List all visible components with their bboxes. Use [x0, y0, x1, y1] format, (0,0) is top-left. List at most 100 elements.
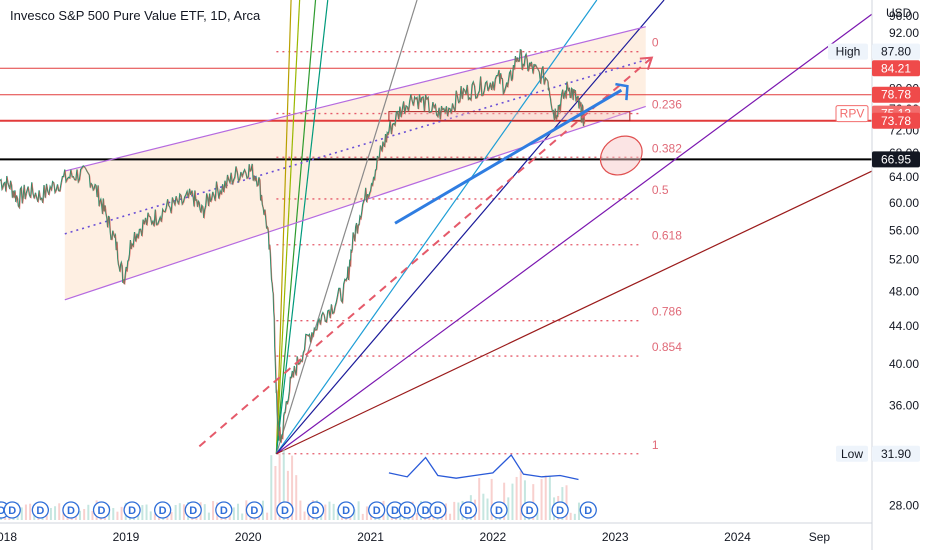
volume-bar-139: [577, 502, 580, 520]
y-tick-label-2: 36.00: [889, 399, 919, 413]
x-tick-label-0: 2018: [0, 530, 17, 544]
volume-bar-11: [45, 512, 48, 520]
price-label-box-2: [872, 86, 920, 103]
chart-title: Invesco S&P 500 Pure Value ETF, 1D, Arca: [8, 8, 263, 23]
volume-bar-34: [141, 505, 144, 520]
volume-average-line: [388, 453, 579, 481]
volume-bar-73: [303, 511, 306, 520]
volume-bar-115: [478, 477, 481, 520]
fib-label-0: 0: [652, 36, 659, 50]
dividend-marker-label-9: D: [250, 505, 258, 517]
price-label-4: 73.78: [881, 114, 911, 128]
gann-fan-line-4: [275, 0, 418, 454]
price-line-shadow: [0, 50, 586, 444]
dividend-marker-label-0: D: [0, 505, 5, 517]
volume-bar-72: [299, 500, 302, 520]
dividend-marker-label-12: D: [342, 505, 350, 517]
volume-bar-49: [203, 504, 206, 520]
dashed-trend-line: [198, 56, 653, 448]
volume-bar-67: [278, 453, 281, 520]
volume-bar-110: [457, 502, 460, 520]
price-label-box-0: [872, 43, 920, 60]
volume-bar-86: [357, 501, 360, 520]
volume-bar-51: [212, 501, 215, 520]
volume-bar-20: [83, 509, 86, 520]
consolidation-rectangle: [388, 111, 631, 122]
dividend-marker-13: [368, 501, 386, 519]
dividend-marker-3: [62, 501, 80, 519]
dividend-marker-9: [245, 501, 264, 519]
dividend-marker-12: [337, 501, 355, 519]
y-tick-label-7: 56.00: [889, 223, 919, 237]
dividend-marker-label-7: D: [189, 505, 197, 517]
volume-bar-132: [548, 476, 551, 520]
dividend-marker-label-8: D: [220, 505, 228, 517]
volume-bar-136: [565, 485, 568, 520]
dividend-marker-2: [31, 501, 50, 519]
volume-bar-66: [274, 465, 277, 520]
x-tick-label-2: 2020: [235, 530, 262, 544]
volume-bar-80: [332, 503, 335, 520]
fib-label-2: 0.382: [652, 141, 682, 155]
dividend-marker-label-3: D: [67, 505, 75, 517]
channel-lower-line: [64, 105, 646, 301]
volume-bar-78: [324, 504, 327, 520]
dividend-marker-label-21: D: [556, 505, 564, 517]
x-tick-label-6: 2024: [724, 530, 751, 544]
volume-bar-42: [174, 505, 177, 520]
support-ellipse: [599, 135, 643, 176]
dividend-marker-6: [154, 501, 172, 519]
volume-bar-37: [153, 513, 156, 520]
volume-bar-118: [490, 478, 493, 520]
dividend-marker-label-1: D: [8, 505, 16, 517]
gann-fan-line-8: [276, 170, 873, 455]
volume-bar-14: [58, 503, 61, 520]
volume-bar-122: [507, 497, 510, 520]
volume-bar-79: [328, 501, 331, 520]
volume-bar-138: [573, 513, 576, 520]
price-label-box-6: [872, 445, 920, 462]
volume-bar-19: [79, 510, 82, 520]
volume-bar-85: [353, 509, 356, 520]
y-tick-label-6: 52.00: [889, 253, 919, 267]
volume-bar-137: [569, 512, 572, 520]
dividend-marker-18: [459, 501, 478, 519]
volume-bar-116: [482, 493, 485, 520]
x-tick-label-3: 2021: [357, 530, 384, 544]
volume-bar-124: [515, 476, 518, 520]
price-tag-6: Low: [841, 447, 863, 461]
volume-bar-12: [49, 507, 52, 520]
volume-bar-13: [54, 506, 57, 520]
fib-retracement-layer: 0 0.236 0.382 0.5 0.618 0.786 0.854 1: [276, 36, 682, 455]
volume-bar-27: [112, 507, 115, 520]
volume-bar-29: [120, 506, 123, 520]
price-layer: [0, 48, 586, 444]
y-tick-label-5: 48.00: [889, 284, 919, 298]
price-tag-3: RPV: [840, 107, 865, 121]
volume-bar-6: [24, 504, 27, 520]
price-tag-0: High: [836, 45, 861, 59]
dividend-marker-label-15: D: [403, 505, 411, 517]
dividend-marker-20: [520, 501, 539, 519]
volume-bar-43: [178, 503, 181, 520]
x-tick-label-7: Sep: [809, 530, 831, 544]
gann-fan-line-2: [275, 0, 317, 454]
volume-bar-21: [87, 504, 90, 520]
price-label-0: 87.80: [881, 45, 911, 59]
volume-bar-36: [149, 511, 152, 520]
volume-bar-129: [536, 507, 539, 520]
volume-bar-69: [286, 470, 289, 520]
dividend-marker-19: [490, 501, 508, 519]
price-tag-box-0: [828, 43, 868, 60]
dividend-marker-17: [429, 501, 447, 519]
dividend-marker-label-13: D: [373, 505, 381, 517]
dividend-marker-label-20: D: [526, 505, 534, 517]
dividend-marker-4: [92, 501, 111, 519]
volume-bar-121: [503, 482, 506, 520]
dividend-marker-label-5: D: [128, 505, 136, 517]
dividend-marker-22: [579, 501, 597, 519]
price-tag-box-6: [836, 445, 868, 462]
price-label-2: 78.78: [881, 88, 911, 102]
